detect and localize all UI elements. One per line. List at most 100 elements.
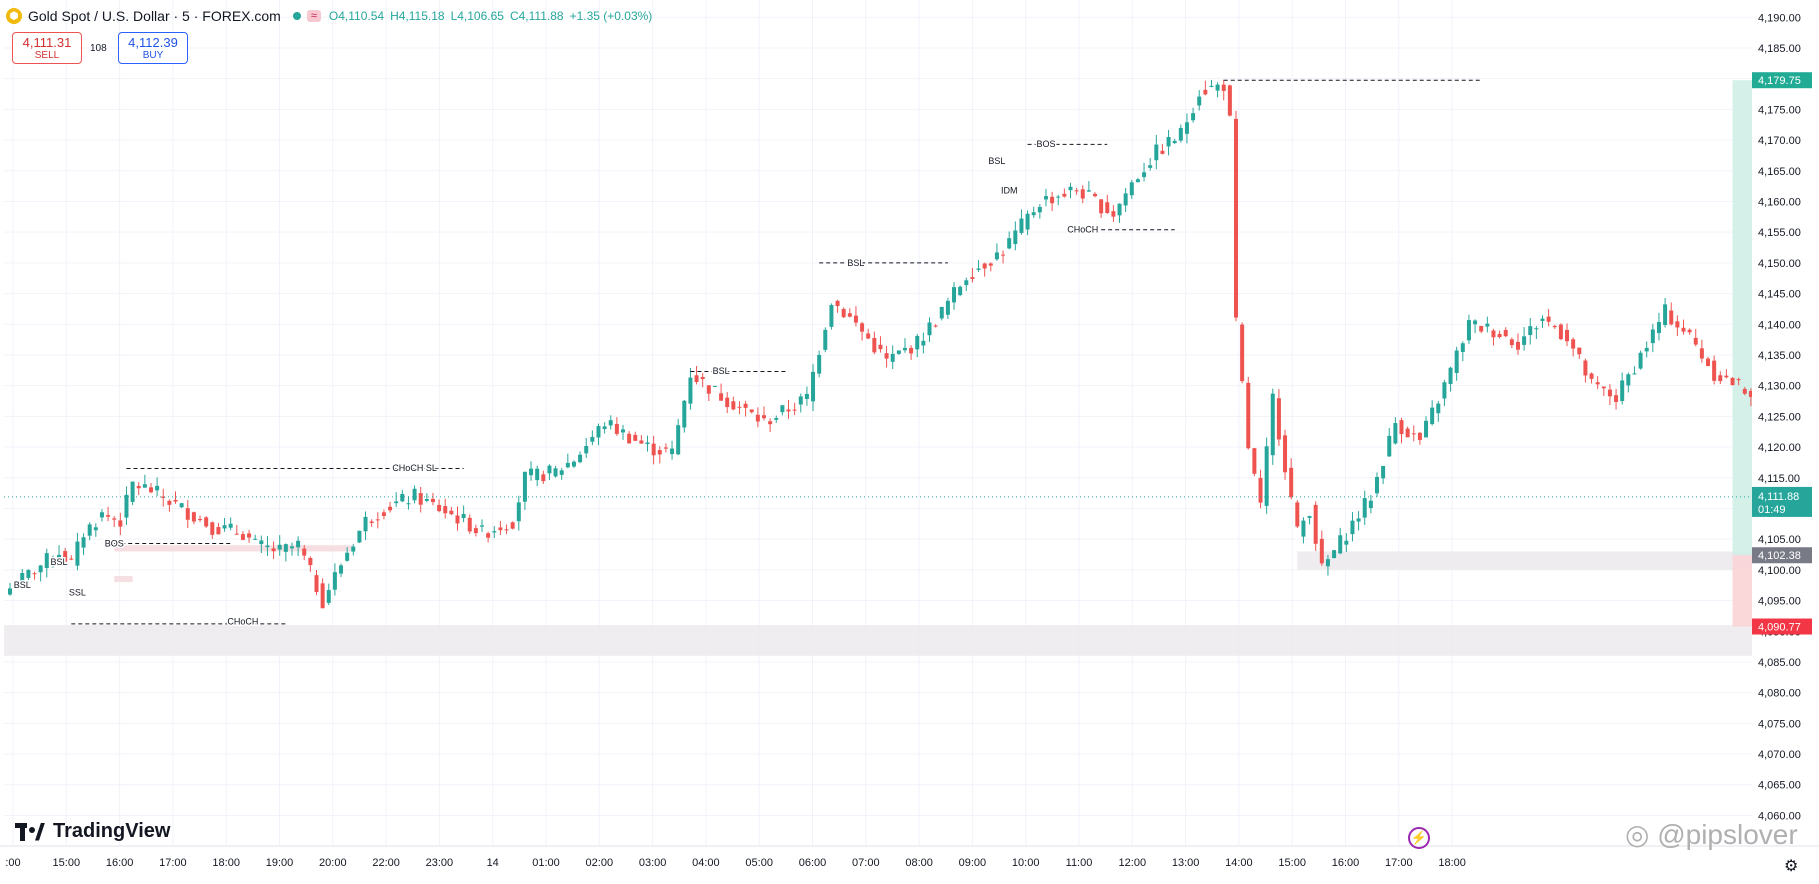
ohlc-change: +1.35 (+0.03%) — [569, 9, 653, 23]
price-axis-tick: 4,185.00 — [1758, 43, 1801, 55]
candle — [1013, 230, 1018, 245]
candle — [418, 493, 423, 505]
candle — [786, 409, 791, 412]
price-axis-tick: 4,075.00 — [1758, 718, 1801, 730]
candle — [982, 263, 987, 269]
candle — [1129, 182, 1134, 196]
candle — [363, 516, 368, 532]
structure-label: BSL — [51, 557, 68, 567]
candle — [516, 502, 521, 522]
settings-gear-icon[interactable]: ⚙ — [1784, 858, 1799, 875]
candle — [774, 418, 779, 420]
candle — [706, 385, 711, 394]
buy-label: BUY — [142, 50, 164, 61]
candle — [1264, 446, 1269, 506]
candle — [841, 309, 846, 318]
candle — [296, 540, 301, 548]
candle — [1607, 389, 1612, 397]
candle — [173, 499, 178, 502]
candle — [498, 527, 503, 531]
lightning-icon[interactable]: ⚡ — [1408, 827, 1430, 849]
time-axis-tick: 15:00 — [1278, 857, 1306, 869]
candle — [633, 434, 638, 441]
candle — [1503, 329, 1508, 337]
candle — [1368, 500, 1373, 508]
candle — [1209, 85, 1214, 87]
candle — [1687, 329, 1692, 333]
candle — [32, 573, 37, 575]
current-price-label — [1752, 486, 1812, 517]
candle — [535, 468, 540, 481]
candle — [522, 471, 527, 502]
ohlc-low: L4,106.65 — [450, 9, 504, 23]
time-axis-tick: 10:00 — [1012, 857, 1040, 869]
candle — [14, 587, 19, 589]
candle — [253, 538, 258, 540]
candle — [424, 498, 429, 501]
buy-button[interactable]: 4,112.39 BUY — [118, 32, 188, 64]
candle — [38, 565, 43, 573]
candle — [1252, 448, 1257, 474]
sell-button[interactable]: 4,111.31 SELL — [12, 32, 82, 64]
candle — [461, 513, 466, 519]
candle — [817, 354, 822, 374]
candle — [148, 487, 153, 493]
candle — [320, 583, 325, 609]
candle — [1558, 324, 1563, 340]
candle — [50, 561, 55, 563]
tradingview-logo[interactable]: TradingView — [15, 820, 170, 843]
candle — [265, 545, 270, 548]
candle — [559, 470, 564, 475]
price-axis-tick: 4,065.00 — [1758, 780, 1801, 792]
candle — [1381, 465, 1386, 479]
candle — [737, 406, 742, 408]
candle — [1491, 330, 1496, 338]
candle — [167, 500, 172, 505]
candle — [136, 485, 141, 489]
time-axis-tick: 18:00 — [1438, 857, 1466, 869]
order-block-zone — [114, 545, 354, 552]
price-axis-tick: 4,165.00 — [1758, 166, 1801, 178]
candle — [1117, 203, 1122, 216]
candle — [198, 519, 203, 521]
current-price-text: 4,111.88 — [1758, 491, 1799, 503]
structure-label: BSL — [988, 156, 1005, 166]
candle — [1736, 379, 1741, 381]
candle — [1565, 329, 1570, 342]
candle — [1515, 341, 1520, 350]
candle — [112, 518, 117, 520]
candle — [1203, 89, 1208, 95]
candle — [1718, 375, 1723, 382]
candle — [1399, 420, 1404, 435]
candle — [541, 474, 546, 482]
candle — [976, 268, 981, 270]
candle — [1540, 318, 1545, 321]
delay-badge[interactable]: ≈ — [306, 10, 321, 22]
candle — [755, 414, 760, 422]
candle — [749, 409, 754, 413]
time-axis-tick: 05:00 — [745, 857, 773, 869]
time-axis-tick: 20:00 — [319, 857, 347, 869]
candle — [1583, 360, 1588, 376]
price-axis-tick: 4,120.00 — [1758, 442, 1801, 454]
candle — [1638, 352, 1643, 369]
candle — [1681, 327, 1686, 332]
candle — [670, 448, 675, 455]
symbol-title[interactable]: Gold Spot / U.S. Dollar · 5 · FOREX.com — [28, 8, 281, 24]
candle — [1099, 199, 1104, 214]
candle — [1295, 502, 1300, 527]
candle — [1215, 84, 1220, 91]
candle — [283, 544, 288, 552]
candle — [915, 335, 920, 350]
structure-label: BSL — [14, 580, 31, 590]
price-axis-label-text: 4,102.38 — [1758, 550, 1801, 562]
candle — [1693, 337, 1698, 345]
candle — [964, 280, 969, 286]
candle — [1025, 213, 1030, 230]
candle — [1068, 186, 1073, 191]
candle — [896, 350, 901, 354]
candle — [958, 286, 963, 296]
candle — [651, 443, 656, 456]
candle — [271, 548, 276, 552]
